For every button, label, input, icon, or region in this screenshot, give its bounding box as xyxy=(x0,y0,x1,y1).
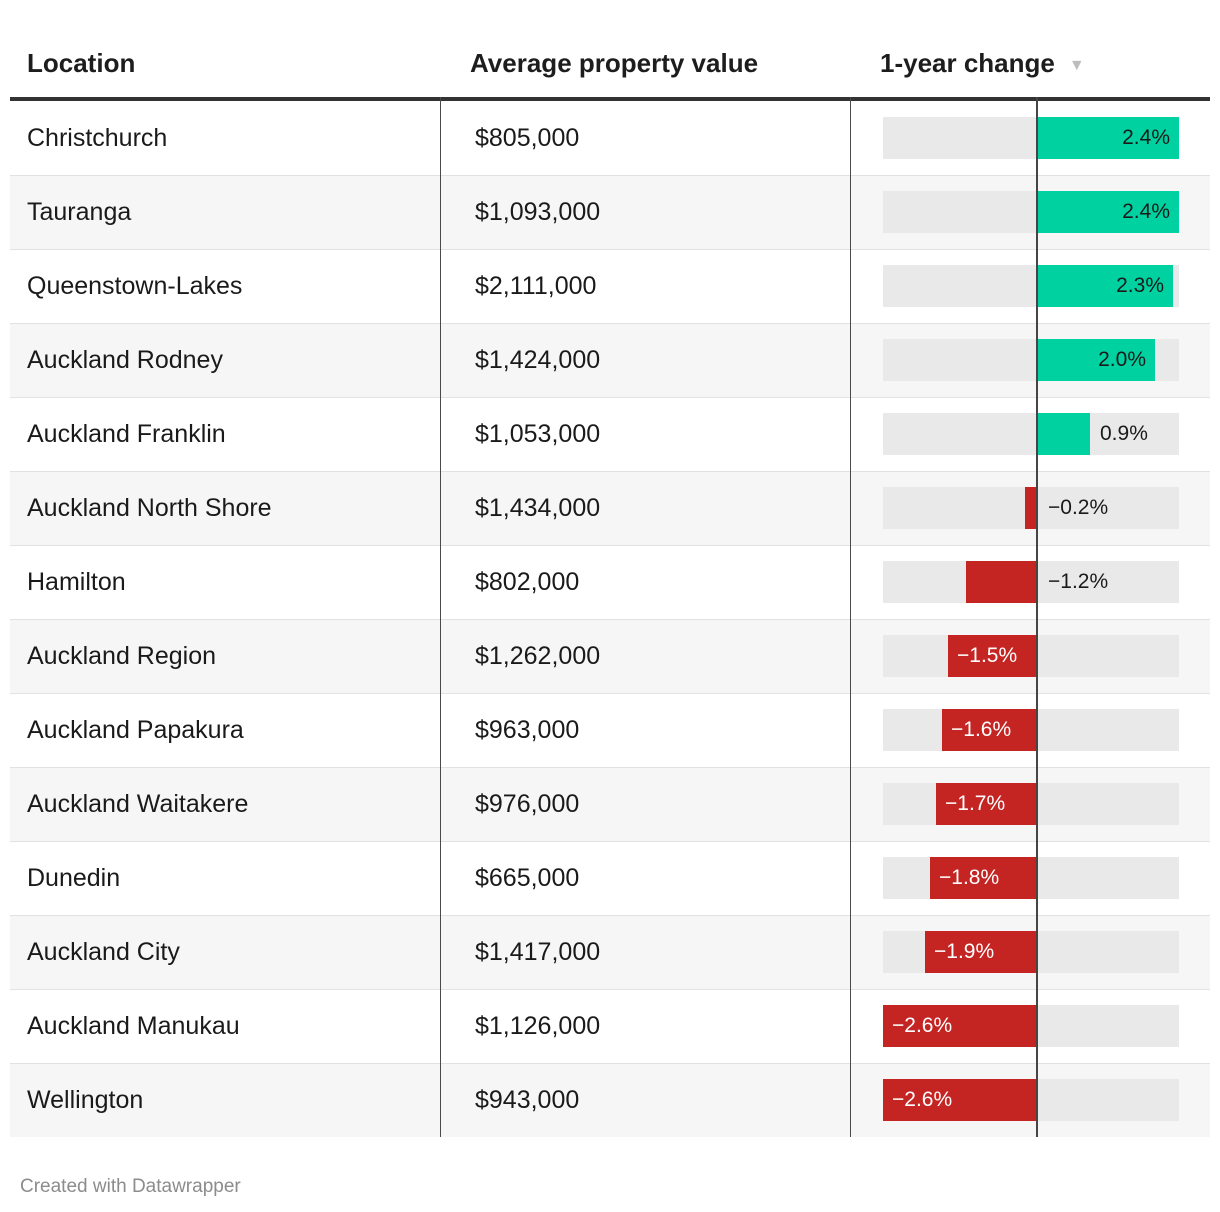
table-row: Auckland City $1,417,000 −1.9% xyxy=(10,915,1210,989)
bar-track-positive xyxy=(1037,783,1179,825)
location-cell: Wellington xyxy=(27,1086,144,1114)
change-bar xyxy=(925,931,1037,973)
change-bar xyxy=(1037,413,1090,455)
value-cell: $1,126,000 xyxy=(475,1012,601,1040)
bar-track-negative xyxy=(883,191,1037,233)
table-body: Christchurch $805,000 2.4% Tauranga $1,0… xyxy=(10,101,1210,1137)
table-row: Hamilton $802,000 −1.2% xyxy=(10,545,1210,619)
change-bar xyxy=(883,1079,1037,1121)
table-row: Christchurch $805,000 2.4% xyxy=(10,101,1210,175)
table-row: Auckland Rodney $1,424,000 2.0% xyxy=(10,323,1210,397)
column-divider-2 xyxy=(850,97,851,1137)
location-cell: Auckland Region xyxy=(27,642,217,670)
bar-track-positive xyxy=(1037,561,1179,603)
change-bar-label: 2.3% xyxy=(1116,274,1164,297)
change-bar-label: −0.2% xyxy=(1048,496,1109,519)
location-cell: Auckland Papakura xyxy=(27,716,244,744)
column-header-1-year-change[interactable]: 1-year change ▼ xyxy=(880,48,1085,79)
change-bar xyxy=(1025,487,1037,529)
bar-track-negative xyxy=(883,339,1037,381)
location-cell: Auckland North Shore xyxy=(27,494,272,522)
value-cell: $802,000 xyxy=(475,568,580,596)
value-cell: $1,424,000 xyxy=(475,346,601,374)
change-bar-label: −1.8% xyxy=(939,866,1000,889)
location-cell: Auckland Manukau xyxy=(27,1012,240,1040)
change-bar xyxy=(1037,339,1155,381)
bar-track-positive xyxy=(1037,857,1179,899)
value-cell: $805,000 xyxy=(475,124,580,152)
header-rule xyxy=(10,97,1210,101)
column-divider-1 xyxy=(440,97,441,1137)
change-bar xyxy=(948,635,1037,677)
change-bar-label: 0.9% xyxy=(1100,422,1148,445)
change-bar-label: −1.5% xyxy=(957,644,1018,667)
bar-track-negative xyxy=(883,265,1037,307)
change-bar xyxy=(883,1005,1037,1047)
datawrapper-credit-link[interactable]: Created with Datawrapper xyxy=(20,1176,241,1197)
change-bar-label: 2.4% xyxy=(1122,126,1170,149)
location-cell: Dunedin xyxy=(27,864,121,892)
bar-track-negative xyxy=(883,117,1037,159)
column-header-location[interactable]: Location xyxy=(27,48,136,78)
change-bar xyxy=(942,709,1037,751)
bar-track-positive xyxy=(1037,709,1179,751)
change-bar-label: −1.9% xyxy=(934,940,995,963)
table-row: Auckland Manukau $1,126,000 −2.6% xyxy=(10,989,1210,1063)
change-bar xyxy=(1037,117,1179,159)
location-cell: Auckland City xyxy=(27,938,180,966)
table-row: Auckland Region $1,262,000 −1.5% xyxy=(10,619,1210,693)
bar-track-negative xyxy=(883,413,1037,455)
column-header-1-year-change-label: 1-year change xyxy=(880,48,1055,78)
sort-descending-icon[interactable]: ▼ xyxy=(1068,57,1085,74)
location-cell: Auckland Rodney xyxy=(27,346,223,374)
bar-track-positive xyxy=(1037,635,1179,677)
value-cell: $1,434,000 xyxy=(475,494,601,522)
location-cell: Hamilton xyxy=(27,568,126,596)
column-header-average-property-value[interactable]: Average property value xyxy=(470,48,759,78)
value-cell: $2,111,000 xyxy=(475,272,597,300)
change-bar xyxy=(930,857,1037,899)
value-cell: $1,417,000 xyxy=(475,938,601,966)
value-cell: $1,262,000 xyxy=(475,642,601,670)
change-bar xyxy=(1037,265,1173,307)
table-row: Queenstown-Lakes $2,111,000 2.3% xyxy=(10,249,1210,323)
bar-track-positive xyxy=(1037,1079,1179,1121)
change-bar xyxy=(1037,191,1179,233)
table-row: Wellington $943,000 −2.6% xyxy=(10,1063,1210,1137)
change-bar-label: −1.7% xyxy=(945,792,1006,815)
table-row: Tauranga $1,093,000 2.4% xyxy=(10,175,1210,249)
location-cell: Auckland Franklin xyxy=(27,420,226,448)
change-bar xyxy=(966,561,1037,603)
zero-axis-line xyxy=(1036,97,1038,1137)
change-bar xyxy=(936,783,1037,825)
location-cell: Christchurch xyxy=(27,124,168,152)
change-bar-label: 2.0% xyxy=(1098,348,1146,371)
bar-track-positive xyxy=(1037,931,1179,973)
table-row: Dunedin $665,000 −1.8% xyxy=(10,841,1210,915)
value-cell: $1,053,000 xyxy=(475,420,601,448)
value-cell: $976,000 xyxy=(475,790,580,818)
change-bar-label: −1.2% xyxy=(1048,570,1109,593)
value-cell: $665,000 xyxy=(475,864,580,892)
table-row: Auckland Franklin $1,053,000 0.9% xyxy=(10,397,1210,471)
bar-track-positive xyxy=(1037,1005,1179,1047)
change-bar-label: −2.6% xyxy=(892,1014,953,1037)
change-bar-label: −2.6% xyxy=(892,1088,953,1111)
change-bar-label: −1.6% xyxy=(951,718,1012,741)
location-cell: Queenstown-Lakes xyxy=(27,272,243,300)
table-row: Auckland Waitakere $976,000 −1.7% xyxy=(10,767,1210,841)
location-cell: Tauranga xyxy=(27,198,132,226)
change-bar-label: 2.4% xyxy=(1122,200,1170,223)
value-cell: $963,000 xyxy=(475,716,580,744)
table-row: Auckland North Shore $1,434,000 −0.2% xyxy=(10,471,1210,545)
table-row: Auckland Papakura $963,000 −1.6% xyxy=(10,693,1210,767)
location-cell: Auckland Waitakere xyxy=(27,790,249,818)
value-cell: $1,093,000 xyxy=(475,198,601,226)
bar-track-negative xyxy=(883,487,1037,529)
bar-track-positive xyxy=(1037,487,1179,529)
value-cell: $943,000 xyxy=(475,1086,580,1114)
